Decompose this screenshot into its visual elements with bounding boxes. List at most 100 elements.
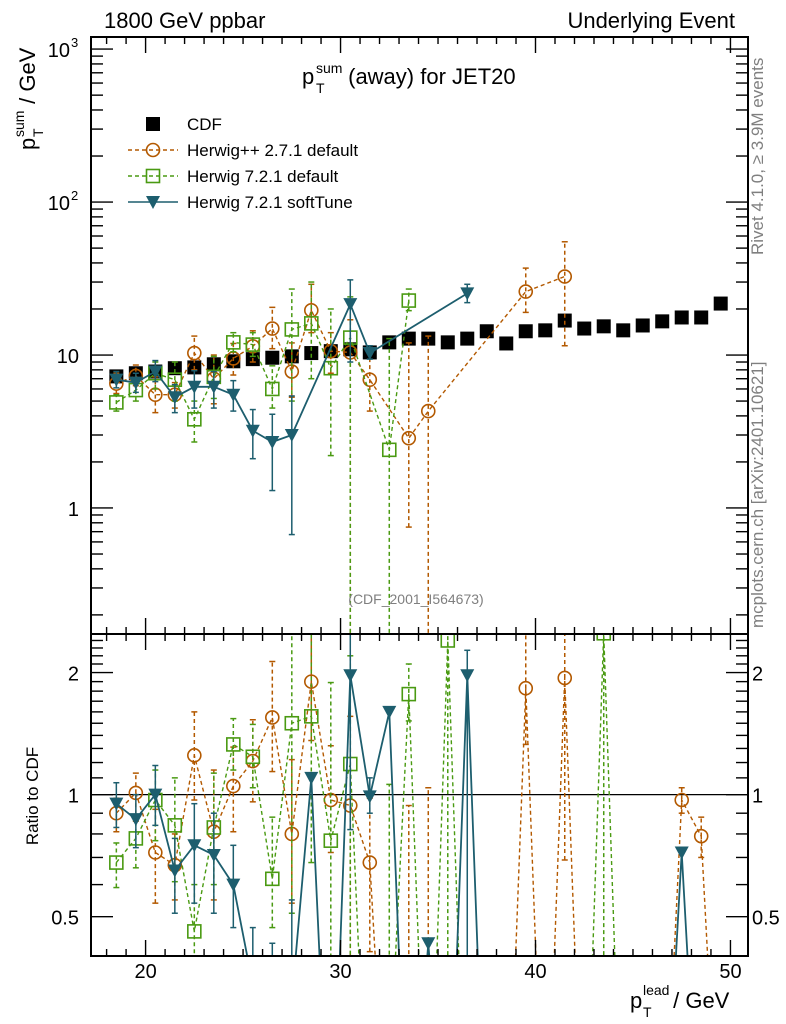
legend-label: CDF [187,115,222,134]
ratio-point-herwig-2-7-1-default [187,748,202,763]
legend-item: Herwig++ 2.7.1 default [128,141,358,160]
y-tick-label: 1 [68,499,79,521]
main-point-cdf [167,361,182,376]
main-point-herwig-2-7-1-default [401,430,417,446]
main-point-cdf [401,331,416,346]
ylabel-sub: T [30,128,46,137]
xlabel: p lead T / GeV [630,982,730,1020]
x-tick-label: 20 [134,961,156,983]
ratio-y-tick-label: 0.5 [51,908,79,930]
legend-label: Herwig 7.2.1 softTune [187,193,353,212]
xlabel-base: p [630,988,642,1013]
ratio-point-herwig-2-7-1-default [557,670,573,686]
main-point-cdf [596,319,611,334]
ratio-point-herwig-7-2-1-softtune [246,979,260,992]
ratio-point-herwig-2-7-1-default [303,674,319,689]
ratio-series-herwig-7-2-1-default [109,634,616,956]
ratio-series-herwig-7-2-1-softtune [109,634,689,1008]
ratio-y-tick-label-right: 2 [752,664,763,686]
y-tick-exponent: 2 [71,188,78,203]
main-point-herwig-2-7-1-default [265,321,280,336]
main-point-cdf [635,318,650,333]
x-tick-label: 50 [719,961,741,983]
ratio-point-herwig-2-7-1-default [422,978,435,991]
legend-marker [145,168,161,184]
ratio-plot-series [91,634,748,1008]
main-point-herwig-7-2-1-softtune [362,347,377,361]
ratio-point-herwig-7-2-1-softtune [128,813,143,827]
main-point-cdf [304,346,319,361]
main-point-herwig-7-2-1-softtune [109,373,124,387]
legend-label: Herwig 7.2.1 default [187,167,338,186]
ratio-point-herwig-2-7-1-default [518,680,534,696]
main-point-herwig-7-2-1-default [323,360,339,376]
x-tick-label: 30 [329,961,351,983]
ratio-point-herwig-2-7-1-default [148,845,163,860]
main-point-herwig-7-2-1-softtune [167,391,182,405]
main-line-herwig-2-7-1-default [116,275,565,440]
plot-title: p sum T (away) for JET20 [302,60,516,96]
y-tick-label: 10 [57,346,79,368]
main-point-herwig-7-2-1-softtune [265,435,280,449]
ratio-point-herwig-7-2-1-default [401,686,417,702]
ratio-y-tick-label: 1 [68,786,79,808]
main-series-herwig-2-7-1-default [109,241,573,634]
main-point-herwig-7-2-1-softtune [226,388,241,402]
ratio-point-herwig-2-7-1-default [226,778,241,794]
y-tick-exponent: 3 [71,35,78,50]
ratio-point-herwig-7-2-1-softtune [109,797,124,811]
header-left-label: 1800 GeV ppbar [104,8,265,33]
main-point-herwig-7-2-1-softtune [460,287,475,301]
ratio-point-herwig-7-2-1-softtune [304,771,319,785]
ratio-point-herwig-2-7-1-default [693,828,709,844]
ratio-point-herwig-7-2-1-softtune [285,995,299,1008]
main-point-herwig-7-2-1-default [226,335,241,350]
ratio-point-herwig-7-2-1-softtune [382,705,397,719]
main-point-cdf [265,350,280,365]
ratio-line-herwig-7-2-1-softtune [115,675,689,956]
ratio-point-herwig-7-2-1-default [187,924,202,939]
legend-marker [146,117,160,131]
main-point-herwig-7-2-1-softtune [245,424,260,438]
ylabel-base: p [15,138,40,150]
main-point-herwig-2-7-1-default [518,284,534,299]
ratio-point-herwig-7-2-1-default [265,871,280,887]
ratio-point-herwig-7-2-1-softtune [421,937,436,951]
legend: CDF Herwig++ 2.7.1 default Herwig 7.2.1 de… [128,115,358,212]
ratio-point-herwig-7-2-1-default [440,634,456,648]
ratio-point-herwig-2-7-1-default [265,710,280,725]
xlabel-sub: T [643,1004,652,1020]
main-point-herwig-7-2-1-default [381,442,397,458]
main-point-cdf [557,313,572,328]
ratio-point-herwig-7-2-1-softtune [362,790,377,804]
mcplots-label: mcplots.cern.ch [arXiv:2401.10621] [748,362,767,628]
main-point-herwig-7-2-1-softtune [128,376,143,390]
ratio-point-herwig-7-2-1-softtune [167,864,182,878]
main-point-cdf [713,296,728,311]
main-plot-series [109,241,728,634]
xlabel-sup: lead [643,982,669,998]
ratio-point-herwig-7-2-1-default [109,855,124,870]
legend-label: Herwig++ 2.7.1 default [187,141,358,160]
main-point-cdf [616,323,631,338]
ylabel-sup: sum [11,111,27,137]
main-point-herwig-7-2-1-default [187,411,202,427]
main-point-cdf [538,323,553,338]
legend-item: Herwig 7.2.1 softTune [128,193,353,212]
ratio-y-tick-label-right: 1 [752,786,763,808]
xlabel-rest: / GeV [667,988,730,1013]
main-point-cdf [655,314,670,329]
ratio-ylabel: Ratio to CDF [23,747,42,845]
ratio-series-herwig-2-7-1-default [109,634,709,991]
main-point-cdf [674,310,689,325]
ratio-y-tick-label: 2 [68,664,79,686]
main-point-cdf [518,324,533,339]
main-point-cdf [206,357,221,372]
main-series-cdf [109,296,728,384]
title-base: p [302,64,314,89]
ratio-point-herwig-7-2-1-default [245,749,261,765]
main-point-cdf [577,321,592,336]
main-point-herwig-7-2-1-default [284,322,300,337]
